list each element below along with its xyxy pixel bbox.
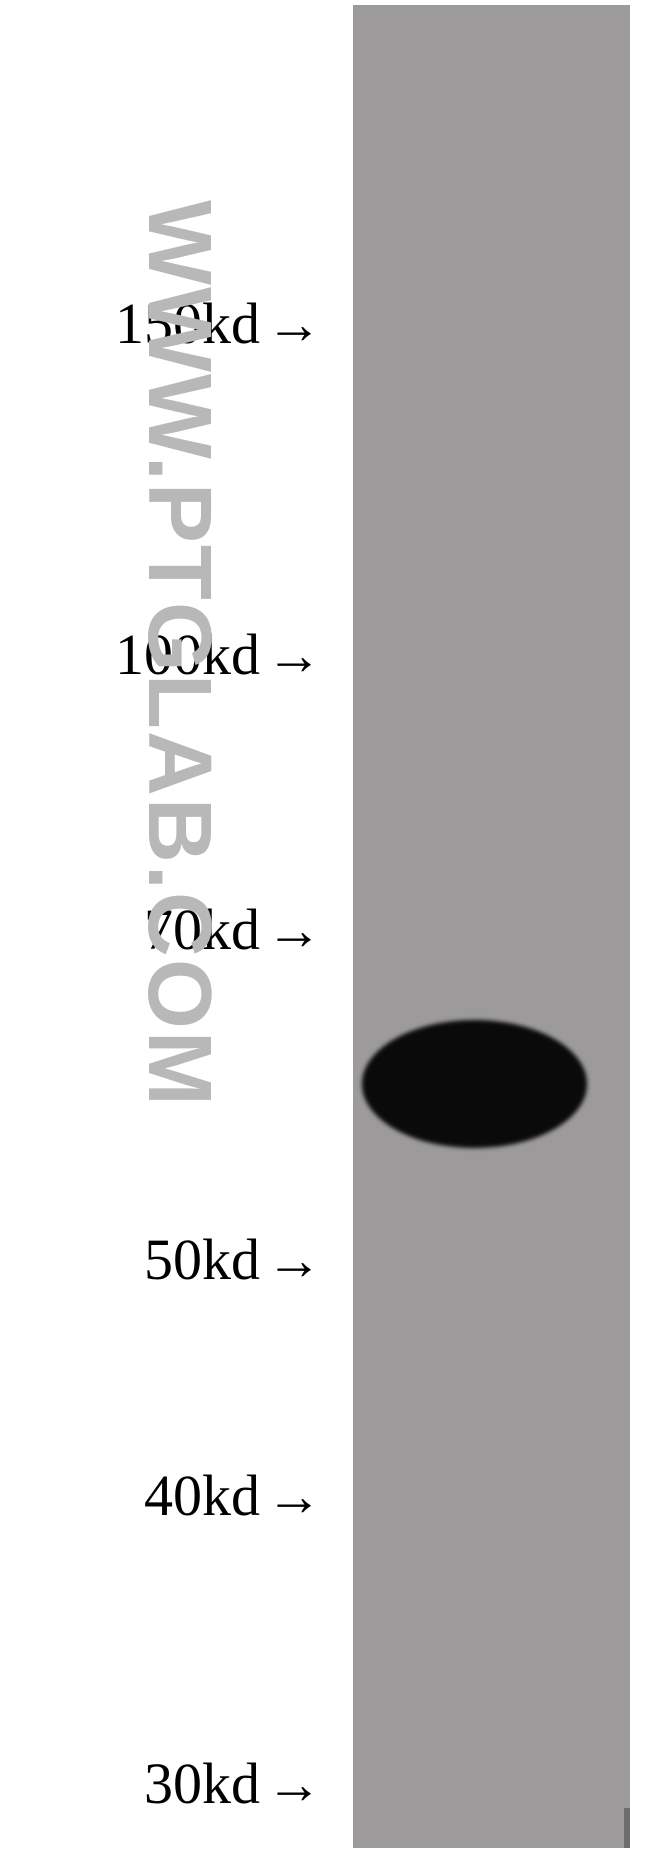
marker-label: 70kd: [144, 896, 260, 963]
marker-label: 50kd: [144, 1226, 260, 1293]
blot-lane: [353, 5, 630, 1848]
arrow-icon: →: [266, 1751, 322, 1816]
arrow-icon: →: [266, 1227, 322, 1292]
arrow-icon: →: [266, 897, 322, 962]
marker-label: 40kd: [144, 1462, 260, 1529]
lane-bottom-right-edge: [624, 1808, 630, 1848]
marker-label: 100kd: [115, 621, 260, 688]
marker-30kd: 30kd →: [144, 1750, 322, 1817]
arrow-icon: →: [266, 1463, 322, 1528]
western-blot-figure: { "figure": { "width_px": 650, "height_p…: [0, 0, 650, 1855]
arrow-icon: →: [266, 622, 322, 687]
marker-label: 30kd: [144, 1750, 260, 1817]
protein-band: [362, 1020, 587, 1148]
marker-40kd: 40kd →: [144, 1462, 322, 1529]
marker-150kd: 150kd →: [115, 290, 322, 357]
marker-label: 150kd: [115, 290, 260, 357]
marker-70kd: 70kd →: [144, 896, 322, 963]
marker-100kd: 100kd →: [115, 621, 322, 688]
arrow-icon: →: [266, 291, 322, 356]
marker-50kd: 50kd →: [144, 1226, 322, 1293]
